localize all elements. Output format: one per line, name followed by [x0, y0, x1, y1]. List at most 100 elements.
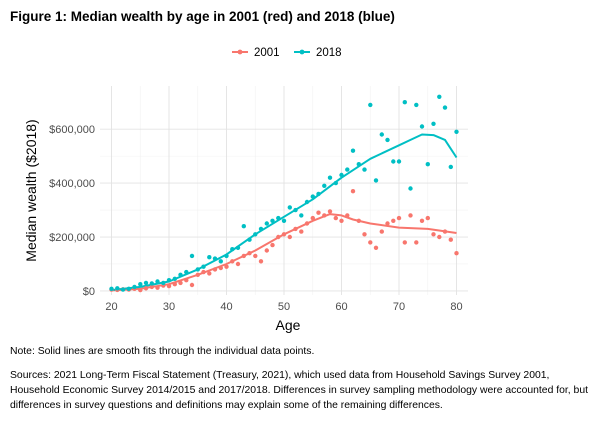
data-point-2018 — [155, 279, 160, 284]
data-point-2001 — [391, 218, 396, 223]
y-tick-label: $0 — [83, 286, 95, 298]
data-point-2018 — [258, 226, 264, 232]
data-point-2001 — [230, 259, 235, 264]
data-point-2018 — [184, 269, 189, 275]
figure-sources: Sources: 2021 Long-Term Fiscal Statement… — [10, 370, 589, 411]
data-point-2018 — [276, 215, 281, 221]
x-tick-label: 50 — [278, 301, 290, 313]
data-point-2018 — [132, 284, 137, 290]
data-point-2001 — [258, 259, 264, 264]
data-point-2001 — [345, 213, 350, 218]
data-point-2018 — [224, 253, 229, 259]
data-point-2001 — [350, 189, 356, 194]
data-point-2018 — [299, 213, 304, 218]
data-point-2018 — [339, 172, 344, 178]
y-tick-label: $600,000 — [49, 124, 95, 136]
data-point-2018 — [304, 199, 310, 205]
data-point-2018 — [166, 278, 172, 283]
data-point-2001 — [322, 213, 327, 218]
axis-labels: 20 30 40 50 60 70 80 $0 $200,000 $400,000 $600,000… — [23, 119, 463, 333]
legend-key-point-2001 — [237, 49, 243, 55]
data-point-2018 — [448, 164, 453, 170]
x-tick-label: 60 — [335, 301, 347, 313]
legend: 2001 2018 — [232, 47, 342, 59]
figure-note: Note: Solid lines are smooth fits throug… — [10, 346, 315, 357]
x-tick-label: 30 — [163, 301, 175, 313]
data-point-2001 — [414, 240, 419, 245]
data-point-2001 — [316, 210, 321, 215]
x-tick-label: 80 — [450, 301, 462, 313]
data-point-2018 — [362, 167, 367, 172]
data-point-2018 — [281, 218, 287, 223]
data-point-2001 — [287, 234, 292, 240]
data-point-2018 — [385, 137, 390, 143]
smooth-lines — [111, 133, 458, 292]
data-point-2018 — [368, 102, 373, 108]
data-point-2018 — [235, 245, 241, 250]
data-point-2001 — [333, 215, 338, 221]
data-point-2001 — [264, 248, 269, 253]
data-point-2001 — [207, 271, 212, 276]
data-point-2001 — [195, 272, 200, 277]
data-point-2001 — [201, 269, 206, 275]
data-point-2018 — [287, 205, 292, 210]
data-point-2018 — [195, 267, 200, 272]
data-point-2018 — [253, 232, 258, 237]
data-point-2018 — [345, 167, 350, 172]
data-point-2018 — [442, 105, 448, 110]
data-point-2018 — [419, 124, 425, 129]
legend-key-point-2018 — [299, 49, 305, 55]
data-point-2001 — [299, 229, 304, 234]
x-tick-label: 70 — [393, 301, 405, 313]
data-point-2018 — [414, 102, 419, 108]
data-point-2018 — [115, 286, 120, 291]
data-point-2001 — [293, 226, 298, 232]
data-point-2018 — [270, 218, 275, 223]
data-point-2001 — [437, 234, 442, 240]
data-point-2018 — [126, 286, 131, 291]
legend-label-2018: 2018 — [316, 47, 342, 59]
figure-title: Figure 1: Median wealth by age in 2001 (… — [10, 9, 395, 24]
data-point-2018 — [437, 94, 442, 100]
data-point-2018 — [138, 282, 143, 287]
x-tick-label: 20 — [105, 301, 117, 313]
data-point-2001 — [431, 232, 436, 237]
data-point-2018 — [212, 256, 218, 261]
data-point-2001 — [235, 261, 241, 267]
data-point-2001 — [442, 229, 448, 234]
legend-label-2001: 2001 — [254, 47, 280, 59]
data-point-2001 — [368, 240, 373, 245]
data-point-2001 — [402, 240, 407, 245]
data-point-2018 — [396, 159, 402, 164]
data-point-2018 — [454, 129, 459, 134]
smooth-line-2001 — [111, 213, 457, 292]
data-point-2001 — [247, 251, 252, 256]
data-point-2018 — [322, 183, 327, 188]
data-point-2018 — [425, 162, 430, 167]
data-point-2018 — [109, 286, 114, 291]
data-point-2018 — [161, 280, 166, 286]
data-point-2018 — [373, 178, 379, 183]
data-point-2018 — [293, 207, 298, 213]
data-point-2018 — [230, 247, 235, 252]
data-point-2018 — [402, 100, 407, 105]
data-point-2001 — [138, 287, 143, 293]
data-point-2001 — [304, 221, 310, 226]
data-point-2018 — [120, 287, 126, 292]
data-point-2001 — [379, 229, 384, 234]
data-point-2018 — [189, 253, 195, 259]
data-point-2001 — [356, 218, 361, 223]
x-axis-title: Age — [276, 317, 301, 333]
data-point-2001 — [310, 215, 315, 221]
data-point-2018 — [316, 191, 321, 197]
data-point-2018 — [379, 132, 384, 137]
data-point-2001 — [184, 278, 189, 283]
data-point-2001 — [155, 285, 160, 290]
data-point-2018 — [172, 276, 177, 281]
data-point-2018 — [149, 281, 154, 286]
data-point-2018 — [178, 272, 183, 277]
data-point-2001 — [425, 215, 430, 221]
data-point-2018 — [350, 148, 356, 153]
grid-lines — [100, 86, 468, 295]
data-point-2001 — [454, 251, 459, 256]
